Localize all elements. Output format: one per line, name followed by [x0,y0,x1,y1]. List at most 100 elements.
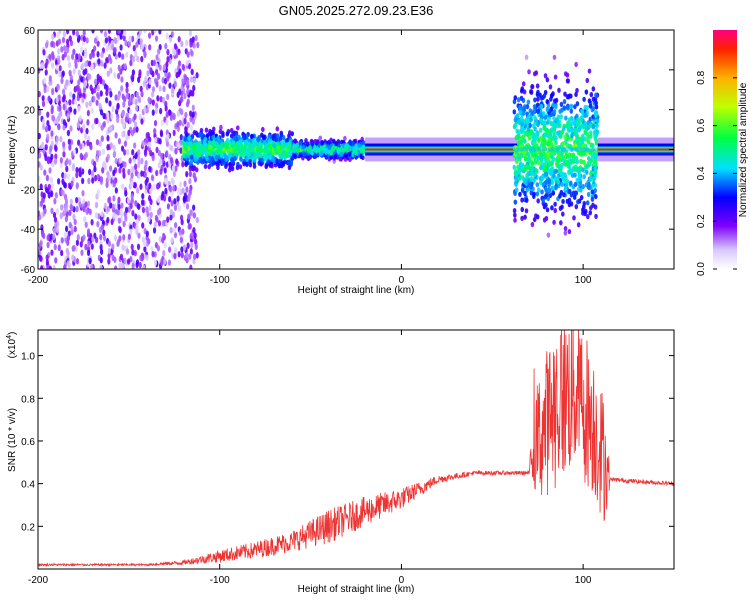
spectrogram-cell [99,109,104,116]
spectrogram-cell [582,96,586,102]
spectrogram-cell [153,259,158,266]
spectrogram-cell [522,89,527,95]
spectrogram-cell [550,179,555,186]
spectrogram-cell [195,72,199,79]
spectrogram-cell [576,199,580,205]
spectrogram-cell [526,99,531,105]
snr-ylabel: SNR (10 * v/v) [7,408,18,472]
spectrogram-cell [61,172,65,179]
spectrogram-cell [38,175,41,183]
spectrogram-cell [117,72,121,80]
spectrogram-cell [72,30,76,36]
spectrogram-cell [63,182,67,189]
spectrogram-cell [86,249,91,257]
spectrogram-cell [162,64,166,72]
spectrogram-cell [179,236,183,244]
spectrogram-cell [250,152,254,158]
spectrogram-cell [108,44,112,51]
spectrogram-cell [188,170,192,178]
spectrogram-cell [293,154,298,160]
spectrogram-cell [170,237,174,244]
spectrogram-cell [207,131,212,137]
spectrogram-cell [525,104,530,110]
spectrogram-cell [148,165,152,173]
spectrogram-cell [86,228,91,235]
spectrogram-cell [169,186,173,193]
spectrogram-cell [535,214,540,220]
spectrogram-cell [96,91,100,99]
spectrogram-cell [95,149,100,157]
spectrogram-cell [241,134,246,140]
spectrogram-cell [43,207,47,215]
spectrogram-cell [287,164,292,171]
spectrogram-cell [151,86,156,93]
spectrogram-cell [580,137,585,143]
spectrogram-cell [267,134,271,140]
spectrogram-cell [42,123,46,131]
spectrogram-cell [100,51,104,58]
spectrogram-cell [157,48,161,55]
spectrogram-cell [62,30,66,38]
spectrogram-cell [152,59,157,67]
spectrogram-cell [96,51,100,58]
spectrogram-cell [352,146,357,152]
spectrogram-cell [594,137,598,143]
spectrogram-cell [53,216,58,223]
spectrogram-cell [551,102,556,108]
spectrogram-cell [133,182,137,189]
spectrogram-cell [561,198,565,205]
spectrogram-cell [530,161,535,167]
spectrogram-cell [93,86,97,94]
spectrogram-cell [514,181,518,187]
spectrogram-cell [106,216,110,224]
spectrogram-cell [117,94,121,101]
spectrogram-cell [92,95,96,103]
spectrogram-cell [567,152,572,158]
spectrogram-cell [169,145,174,152]
spectrogram-cell [137,172,141,180]
spectrogram-cell [69,125,73,132]
spectrogram-cell [155,81,159,88]
spectrogram-cell [548,84,553,90]
spectrogram-cell [69,198,73,205]
spectrogram-cell [589,142,594,148]
spectrogram-cell [85,208,89,215]
spectrogram-cell [145,107,149,114]
spectrogram-cell [545,155,550,161]
spectrogram-cell [147,32,152,39]
spectrogram-cell [536,187,541,193]
spectrogram-cell [122,234,126,241]
spectrogram-cell [530,152,535,158]
spectrogram-cell [68,144,72,151]
spectrogram-cell [513,122,518,128]
spectrogram-cell [131,69,136,76]
spectrogram-cell [47,192,51,199]
spectrogram-cell [262,147,267,154]
spectrogram-cell [180,246,184,253]
spectrogram-cell [225,131,230,137]
spectrogram-cell [523,167,528,173]
spectrogram-cell [565,123,569,129]
spectrogram-cell [186,51,190,58]
spectrogram-cell [534,168,539,174]
spectrogram-cell [174,165,178,172]
spectrogram-cell [553,98,557,104]
spectrogram-cell [189,110,193,117]
spectrogram-cell [52,227,57,234]
spectrogram-cell [112,169,116,177]
spectrogram-cell [85,101,89,108]
colorbar-tick-label: 0.6 [696,118,707,132]
spectrogram-cell [129,108,133,115]
spectrogram-cell [70,180,74,188]
spectrogram-cell [583,112,587,118]
snr-ytick-label: 0.8 [21,394,35,405]
spectrogram-cell [148,141,152,148]
spectrogram-cell [49,176,54,184]
spectrogram-cell [554,168,559,174]
snr-scale-prefix: (x10 [7,338,18,358]
spectrogram-cell [544,127,549,134]
spectrogram-xtick-label: -200 [28,275,48,286]
spectrogram-cell [131,75,135,83]
spectrogram-cell [238,145,242,151]
spectrogram-cell [524,54,529,60]
